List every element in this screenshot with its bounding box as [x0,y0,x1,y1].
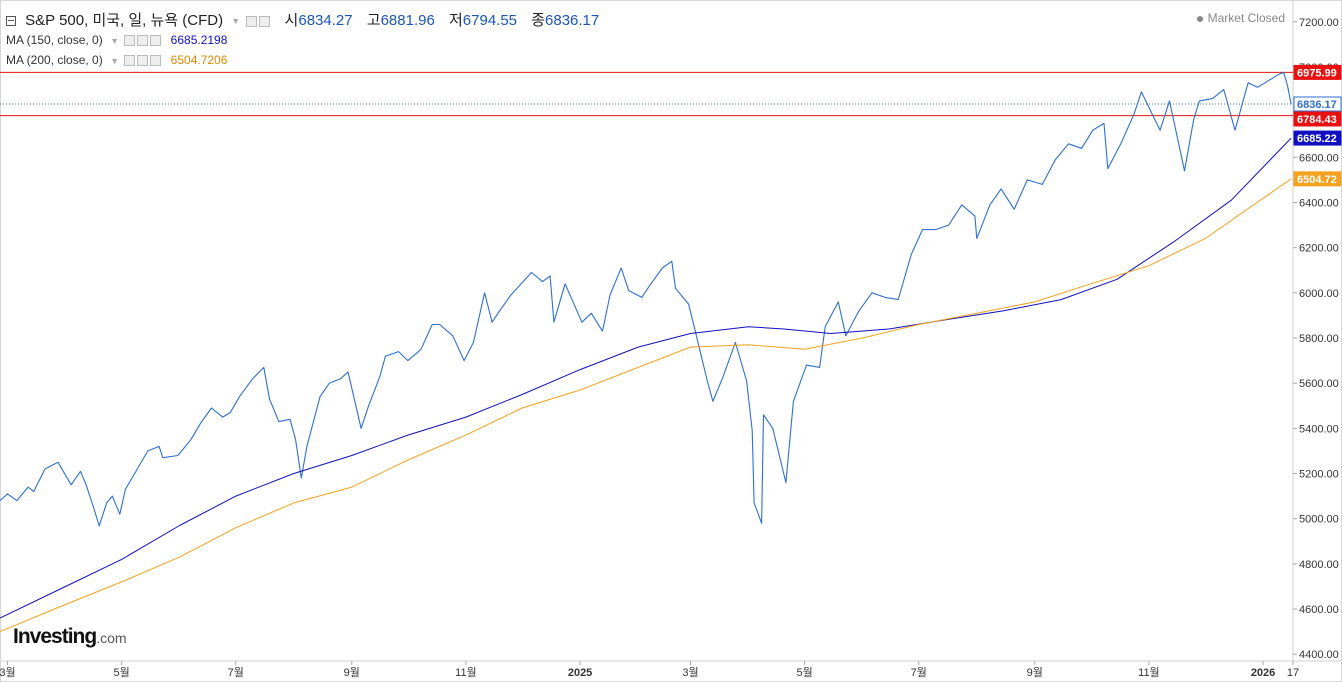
y-tick-label: 4400.00 [1299,649,1339,661]
x-tick-label: 3월 [0,666,16,679]
price-badge [1293,111,1342,127]
x-tick-label: 7월 [911,666,927,679]
x-tick-label: 9월 [344,666,360,679]
gear-icon[interactable] [259,15,271,27]
price-badge [1293,130,1342,146]
high-label: 고 [366,12,381,29]
gear-icon[interactable] [137,55,149,67]
y-tick-label: 5200.00 [1299,469,1339,481]
x-tick-label: 5월 [114,666,130,679]
open-label: 시 [284,12,299,29]
brand-suffix: .com [96,630,127,646]
x-tick-label: 11월 [1138,666,1160,679]
x-tick-label: 2025 [568,667,592,679]
ma150-label: MA (150, close, 0) [6,33,103,47]
close-icon[interactable] [150,55,162,67]
ma200-label: MA (200, close, 0) [6,53,103,67]
eye-icon[interactable] [124,35,136,47]
price-badge-label: 6504.72 [1297,174,1337,186]
low-value: 6794.55 [462,12,518,29]
chevron-down-icon[interactable]: ▼ [110,35,119,46]
ma200-series-line [0,178,1292,633]
x-tick-label: 5월 [796,666,812,679]
y-tick-label: 6000.00 [1299,288,1339,300]
ma150-legend[interactable]: MA (150, close, 0) ▼ 6685.2198 [6,33,227,47]
market-status-text: Market Closed [1207,11,1285,25]
ma150-series-line [0,137,1292,619]
close-icon[interactable] [150,35,162,47]
y-tick-label: 6200.00 [1299,243,1339,255]
price-series-line [0,71,1292,527]
y-tick-label: 4800.00 [1299,559,1339,571]
price-badge-label: 6784.43 [1297,114,1337,126]
market-status: Market Closed [1196,11,1285,25]
chevron-down-icon[interactable]: ▼ [110,55,119,66]
y-tick-label: 6600.00 [1299,152,1339,164]
y-tick-label: 5600.00 [1299,378,1339,390]
ma200-value: 6504.7206 [170,53,228,67]
price-badge-label: 6836.17 [1297,99,1337,111]
close-value: 6836.17 [545,12,600,29]
y-tick-label: 4600.00 [1299,604,1339,616]
x-tick-label: 7월 [228,666,244,679]
close-label: 종 [531,12,546,29]
brand-logo: Investing.com [13,625,127,649]
y-tick-label: 5800.00 [1299,333,1339,345]
chart-legend-title: S&P 500, 미국, 일, 뉴욕 (CFD) ▼ 시6834.27 고688… [6,9,599,30]
high-value: 6881.96 [380,12,435,29]
price-badge-label: 6975.99 [1297,67,1337,79]
x-tick-label: 17 [1287,667,1299,679]
price-badge-label: 6685.22 [1297,133,1337,145]
y-tick-label: 5000.00 [1299,514,1339,526]
chevron-down-icon[interactable]: ▼ [231,16,241,27]
y-tick-label: 6400.00 [1299,198,1339,210]
price-badge [1293,96,1342,112]
low-label: 저 [448,12,463,29]
collapse-icon[interactable] [6,16,16,27]
brand-name: Investing [13,625,97,648]
status-dot-icon [1196,15,1203,22]
ma150-value: 6685.2198 [170,33,228,47]
x-tick-label: 11월 [455,666,477,679]
y-tick-label: 5400.00 [1299,423,1339,435]
x-tick-label: 2026 [1251,667,1275,679]
price-badge [1293,64,1342,80]
x-tick-label: 3월 [682,666,698,679]
eye-icon[interactable] [124,55,136,67]
price-badge [1293,171,1342,187]
x-tick-label: 9월 [1027,666,1043,679]
settings-icon[interactable] [246,15,258,27]
y-tick-label: 7200.00 [1299,17,1339,29]
open-value: 6834.27 [298,12,353,29]
ma200-legend[interactable]: MA (200, close, 0) ▼ 6504.7206 [6,53,227,67]
instrument-title: S&P 500, 미국, 일, 뉴욕 (CFD) [25,12,224,29]
gear-icon[interactable] [137,35,149,47]
